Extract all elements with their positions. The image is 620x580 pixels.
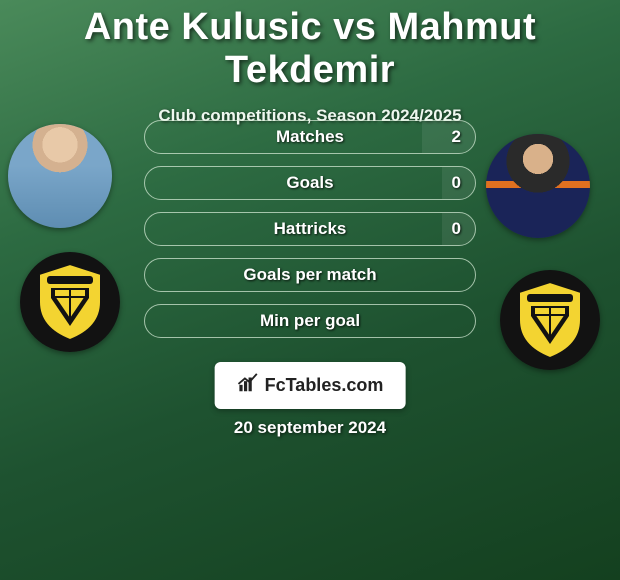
stat-label: Hattricks <box>274 219 347 239</box>
stat-value-right: 2 <box>452 127 461 147</box>
comparison-card: Ante Kulusic vs Mahmut Tekdemir Club com… <box>0 0 620 580</box>
club-left-shield-icon <box>35 262 105 342</box>
stat-row: Goals per match <box>144 258 476 292</box>
stat-value-right: 0 <box>452 173 461 193</box>
club-right-shield-icon <box>515 280 585 360</box>
club-left-crest-bg <box>20 252 120 352</box>
date-label: 20 september 2024 <box>234 418 386 438</box>
stat-label: Min per goal <box>260 311 360 331</box>
player-left-avatar-image <box>8 124 112 228</box>
club-left-crest <box>20 252 120 352</box>
stat-label: Goals <box>286 173 333 193</box>
club-right-crest <box>500 270 600 370</box>
stat-row: Goals 0 <box>144 166 476 200</box>
stats-list: Matches 2 Goals 0 Hattricks 0 Goals per … <box>144 120 476 350</box>
brand-badge: FcTables.com <box>215 362 406 409</box>
stat-value-right: 0 <box>452 219 461 239</box>
stat-label: Goals per match <box>243 265 376 285</box>
page-title: Ante Kulusic vs Mahmut Tekdemir <box>0 0 620 92</box>
stat-fill-right <box>422 121 475 153</box>
stat-label: Matches <box>276 127 344 147</box>
stat-row: Min per goal <box>144 304 476 338</box>
player-right-avatar <box>486 134 590 238</box>
player-right-avatar-image <box>486 134 590 238</box>
brand-chart-icon <box>237 372 259 399</box>
player-left-avatar <box>8 124 112 228</box>
brand-text: FcTables.com <box>265 375 384 396</box>
club-right-crest-bg <box>500 270 600 370</box>
stat-row: Hattricks 0 <box>144 212 476 246</box>
stat-row: Matches 2 <box>144 120 476 154</box>
